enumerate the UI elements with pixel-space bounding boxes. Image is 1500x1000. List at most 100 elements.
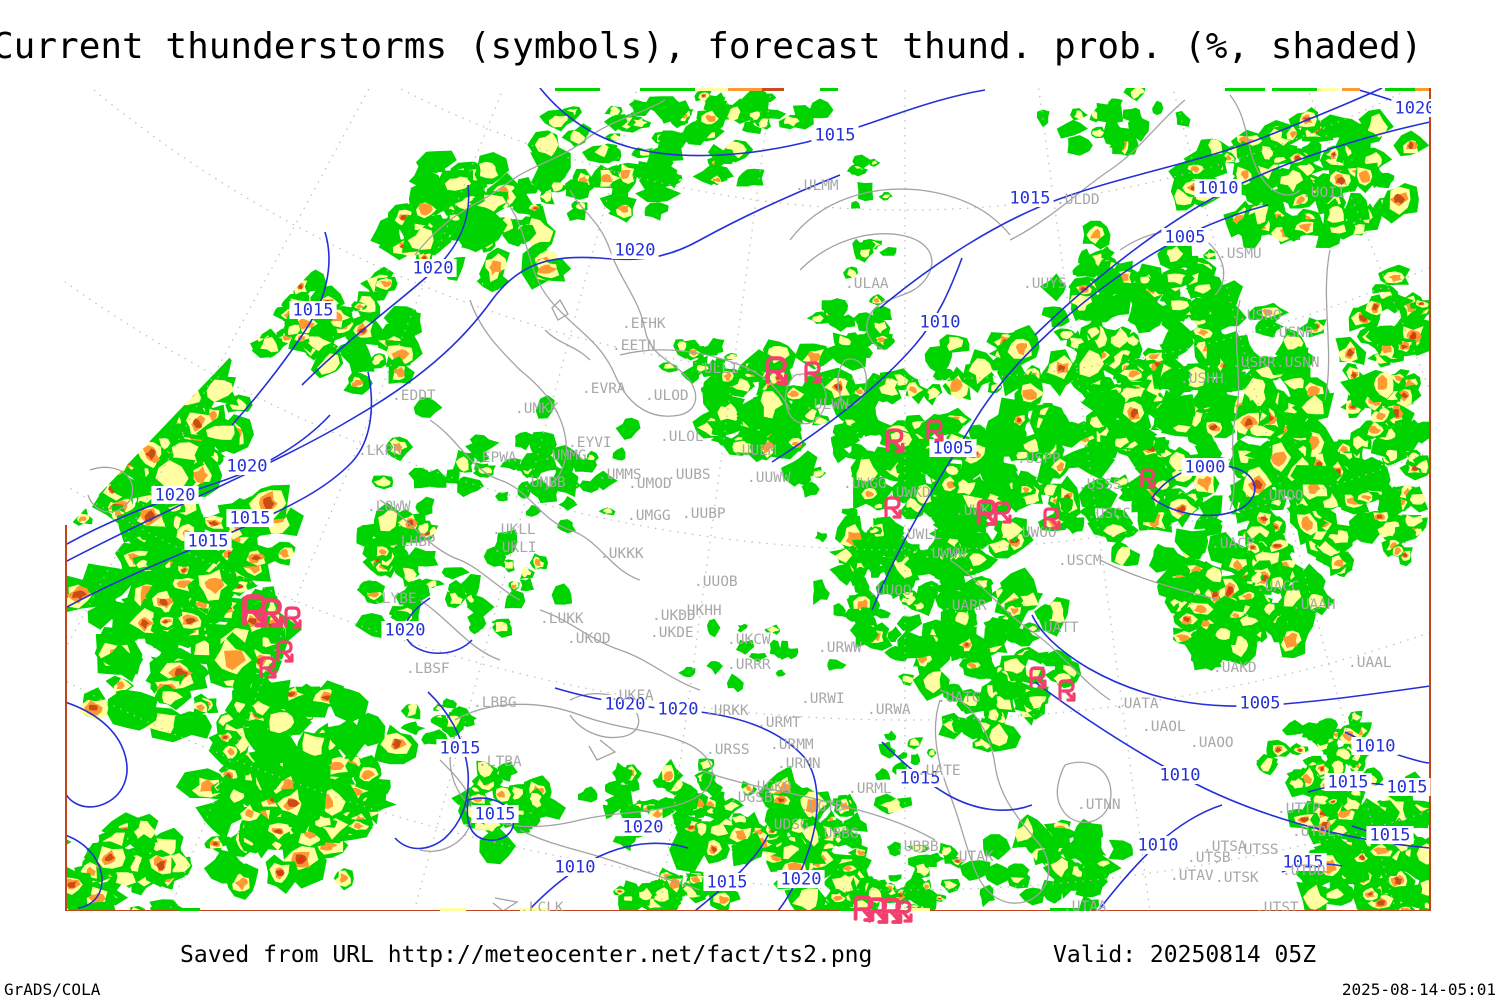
- station-label: .UBBG: [815, 826, 859, 842]
- station-label: .URWW: [818, 640, 862, 656]
- isobar-label: 1015: [707, 873, 748, 893]
- station-label: .UGSB: [729, 790, 773, 806]
- station-label: .UKFA: [610, 688, 654, 704]
- thunderstorm-icon: [1029, 666, 1047, 689]
- isobar-label: 1020: [658, 700, 699, 720]
- station-label: .UTSS: [1235, 842, 1279, 858]
- station-label: .USNR: [1270, 325, 1314, 341]
- station-label: .USNN: [1276, 355, 1320, 371]
- isobar-label: 1015: [815, 126, 856, 146]
- station-label: .LHBP: [392, 534, 436, 550]
- station-label: .UWOO: [1013, 525, 1057, 541]
- station-label: .UKOD: [567, 631, 611, 647]
- station-label: .USSS: [1078, 477, 1122, 493]
- isobar-label-chip: [184, 532, 232, 550]
- station-label: .LCLK: [520, 900, 564, 916]
- station-label: .LYBE: [373, 591, 417, 607]
- station-label: .URMM: [770, 737, 814, 753]
- station-label: .EYVI: [568, 435, 612, 451]
- isobar-label: 1010: [1198, 179, 1239, 199]
- station-label: .UATA: [1115, 696, 1159, 712]
- station-label: .UAOO: [1190, 735, 1234, 751]
- isobar-label-chip: [896, 769, 944, 787]
- isobar-label-chip: [1383, 778, 1431, 796]
- isobar-label-chip: [703, 873, 751, 891]
- isobar-label: 1015: [230, 509, 271, 529]
- station-label: .UTDL: [1292, 824, 1336, 840]
- station-label: .UTAA: [1063, 899, 1107, 915]
- isobar-label: 1010: [1355, 737, 1396, 757]
- isobar-label: 1015: [188, 532, 229, 552]
- domain-cut: [65, 88, 487, 530]
- station-label: .UAKD: [1213, 660, 1257, 676]
- page-title: Current thunderstorms (symbols), forecas…: [0, 26, 1423, 67]
- isobar-label: 1015: [293, 301, 334, 321]
- station-label: .ULOL: [660, 429, 704, 445]
- station-label: .UAAL: [1348, 655, 1392, 671]
- isobar-label: 1020: [615, 241, 656, 261]
- thunderstorm-icon: [260, 598, 284, 628]
- station-label: .EVRA: [582, 381, 626, 397]
- station-label: .UUEM: [733, 443, 777, 459]
- station-label: .UTTP: [1277, 801, 1321, 817]
- station-label: .UTSA: [1203, 839, 1247, 855]
- station-label: .UATT: [1035, 620, 1079, 636]
- station-label: .USRO: [1238, 308, 1282, 324]
- station-label: .UATG: [937, 690, 981, 706]
- isobar-label-chip: [611, 241, 659, 259]
- station-label: .URKK: [705, 703, 749, 719]
- thunderstorm-icon: [284, 606, 302, 629]
- generation-timestamp: 2025-08-14-05:01: [1341, 980, 1496, 999]
- station-label: .UMOD: [628, 476, 672, 492]
- isobar-label-chip: [551, 858, 599, 876]
- station-label: .UACP: [1211, 536, 1255, 552]
- isobar-label: 1020: [227, 457, 268, 477]
- station-label: .LBBG: [473, 695, 517, 711]
- isobar-label: 1020: [781, 870, 822, 890]
- station-label: .UNOO: [1260, 488, 1304, 504]
- isobar-label-chip: [1366, 826, 1414, 844]
- isobar-label-chip: [777, 870, 825, 888]
- station-label: .EDDT: [392, 388, 436, 404]
- isobar-label-chip: [601, 695, 649, 713]
- station-label: .UKCW: [727, 632, 771, 648]
- station-label: .URMT: [757, 715, 801, 731]
- valid-time-caption: Valid: 20250814 05Z: [1053, 942, 1317, 968]
- saved-from-url-caption: Saved from URL http://meteocenter.net/fa…: [180, 942, 873, 968]
- isobar-label: 1015: [1010, 189, 1051, 209]
- isobar-label-chip: [1156, 766, 1204, 784]
- station-label: .UDSG: [765, 817, 809, 833]
- isobar-label: 1005: [1240, 694, 1281, 714]
- station-label: .UATE: [917, 763, 961, 779]
- station-label: .UTSK: [1215, 870, 1259, 886]
- station-label: .ULAA: [845, 276, 889, 292]
- isobar-label-chip: [1351, 737, 1399, 755]
- station-label: .ULMM: [795, 178, 839, 194]
- isobar-label-chip: [929, 439, 977, 457]
- station-label: .UUWW: [747, 470, 791, 486]
- station-label: .USCC: [1087, 506, 1131, 522]
- station-label: .UMKK: [515, 401, 559, 417]
- station-label: .UKLI: [493, 540, 537, 556]
- coastlines: [87, 94, 1331, 911]
- isobar-label: 1015: [1370, 826, 1411, 846]
- station-label: .USRR: [1232, 355, 1276, 371]
- isobar-label-chip: [409, 259, 457, 277]
- station-label: .ULDD: [1056, 192, 1100, 208]
- thunderstorm-icon: [895, 900, 913, 923]
- station-label: .ULWW: [805, 397, 849, 413]
- isobar-label: 1020: [385, 621, 426, 641]
- station-label: .UGKO: [748, 779, 792, 795]
- isobar-label-chip: [1006, 189, 1054, 207]
- station-label: .USHH: [1180, 371, 1224, 387]
- isobar-label-chip: [1279, 853, 1327, 871]
- station-label: .UWGG: [843, 476, 887, 492]
- station-label: .UUYS: [1023, 276, 1067, 292]
- isobar-label: 1010: [1160, 766, 1201, 786]
- isobar-label-chip: [1161, 228, 1209, 246]
- station-label: .UMMS: [598, 467, 642, 483]
- isobar-label: 1020: [1395, 99, 1436, 119]
- station-label: .UOII: [1302, 185, 1346, 201]
- station-label: .UTST: [1255, 900, 1299, 916]
